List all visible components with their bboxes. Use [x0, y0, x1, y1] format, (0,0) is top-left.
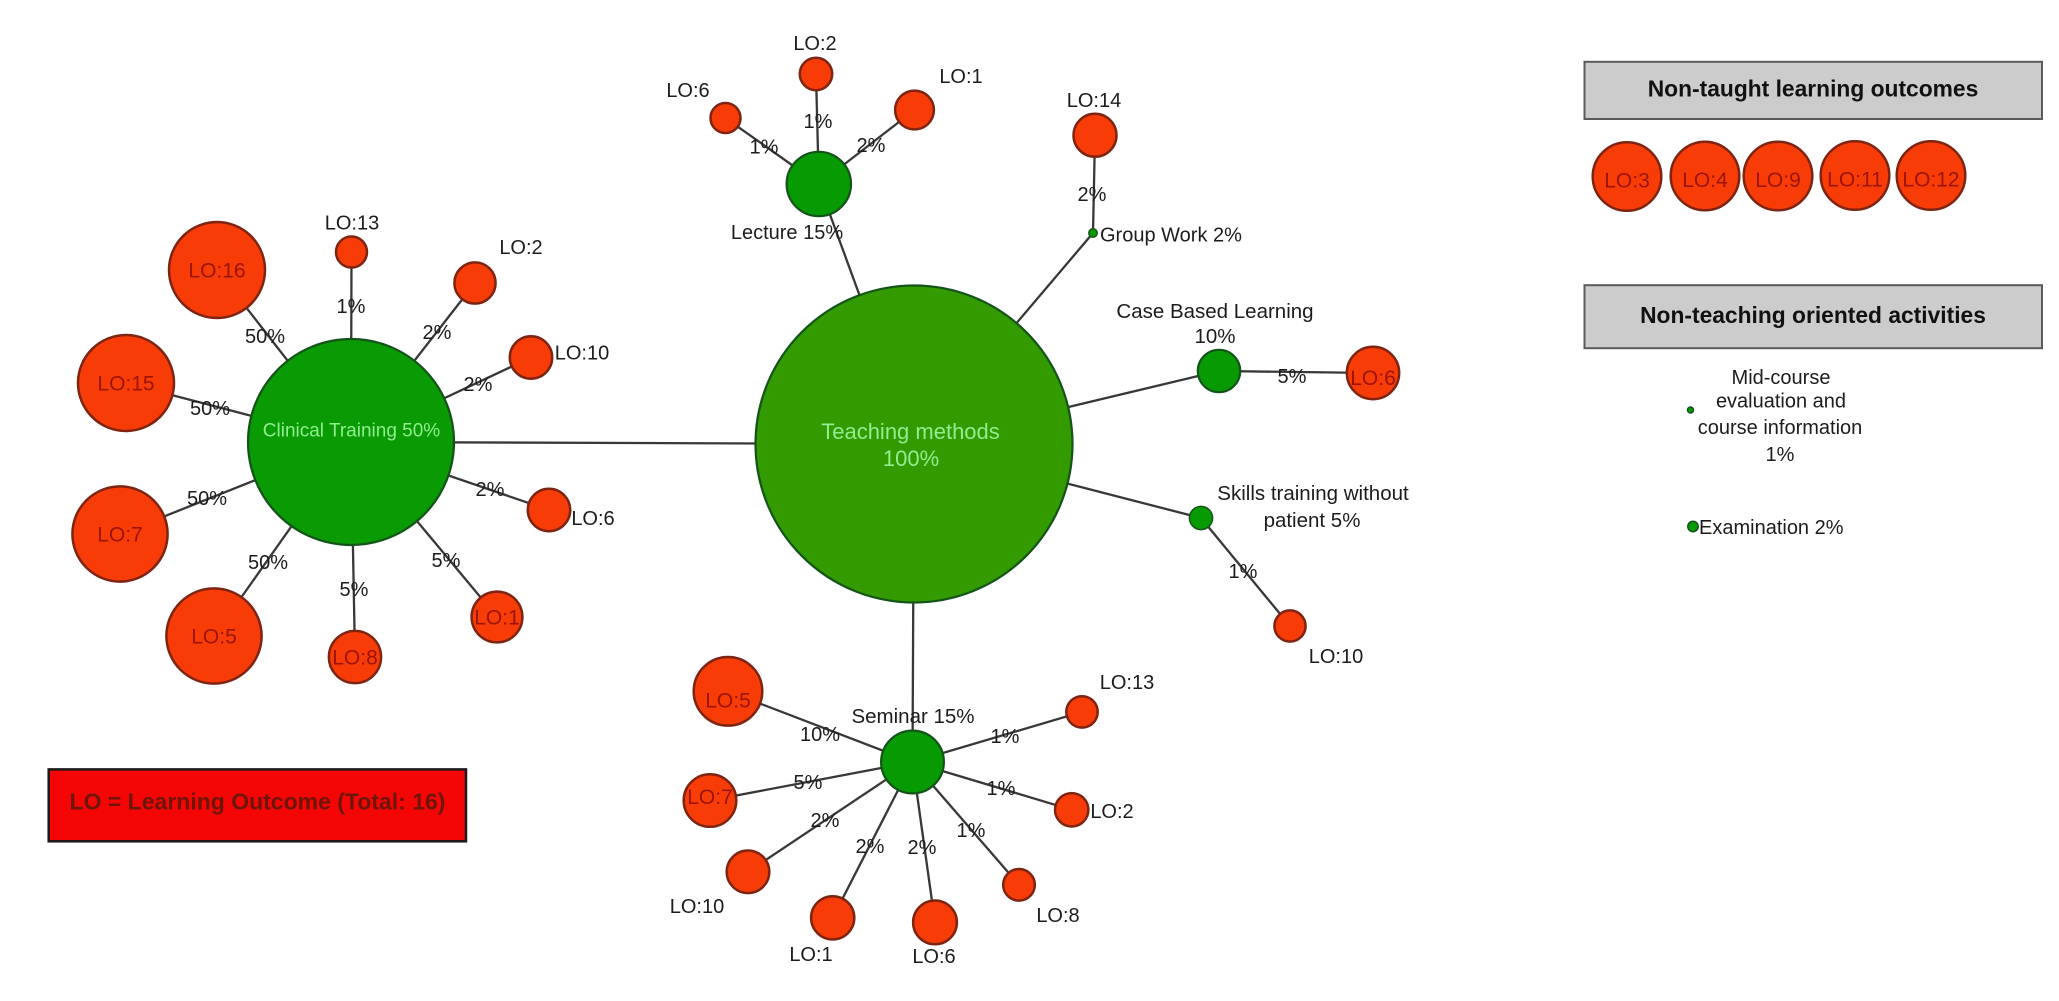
svg-text:LO:8: LO:8 — [1036, 905, 1079, 927]
svg-text:LO:6: LO:6 — [666, 80, 709, 102]
svg-text:LO = Learning Outcome (Total:: LO = Learning Outcome (Total: 16) — [70, 789, 446, 815]
svg-text:Lecture 15%: Lecture 15% — [731, 222, 844, 244]
svg-text:2%: 2% — [908, 837, 937, 859]
svg-text:2%: 2% — [423, 322, 452, 344]
svg-text:5%: 5% — [432, 550, 461, 572]
svg-text:100%: 100% — [883, 446, 939, 471]
svg-text:2%: 2% — [464, 374, 493, 396]
svg-text:5%: 5% — [340, 579, 369, 601]
svg-text:LO:4: LO:4 — [1682, 169, 1728, 192]
svg-text:Seminar 15%: Seminar 15% — [851, 705, 974, 728]
svg-text:LO:13: LO:13 — [325, 213, 379, 235]
svg-text:LO:1: LO:1 — [474, 606, 520, 629]
svg-text:2%: 2% — [811, 810, 840, 832]
svg-text:LO:10: LO:10 — [670, 896, 724, 918]
svg-text:LO:12: LO:12 — [1902, 168, 1959, 191]
svg-text:2%: 2% — [857, 135, 886, 157]
svg-text:LO:2: LO:2 — [793, 33, 836, 55]
svg-text:LO:15: LO:15 — [97, 372, 154, 395]
svg-text:1%: 1% — [337, 296, 366, 318]
svg-text:Examination 2%: Examination 2% — [1699, 517, 1844, 539]
svg-text:LO:13: LO:13 — [1100, 672, 1154, 694]
svg-text:2%: 2% — [476, 479, 505, 501]
svg-text:LO:2: LO:2 — [499, 237, 542, 259]
svg-text:LO:1: LO:1 — [789, 944, 832, 966]
svg-text:LO:8: LO:8 — [332, 646, 378, 669]
svg-text:LO:1: LO:1 — [939, 66, 982, 88]
svg-text:Case Based Learning: Case Based Learning — [1116, 300, 1313, 323]
svg-text:5%: 5% — [794, 772, 823, 794]
svg-text:LO:6: LO:6 — [571, 508, 614, 530]
svg-text:LO:3: LO:3 — [1604, 169, 1650, 192]
svg-text:LO:11: LO:11 — [1827, 168, 1883, 191]
svg-text:50%: 50% — [190, 398, 230, 420]
svg-text:LO:6: LO:6 — [912, 946, 955, 968]
svg-text:LO:9: LO:9 — [1755, 169, 1801, 192]
svg-text:1%: 1% — [804, 111, 833, 133]
svg-text:1%: 1% — [750, 137, 779, 159]
svg-text:1%: 1% — [1766, 444, 1795, 466]
svg-text:LO:16: LO:16 — [188, 259, 245, 282]
svg-text:1%: 1% — [957, 820, 986, 842]
svg-text:patient 5%: patient 5% — [1264, 509, 1361, 532]
svg-text:50%: 50% — [245, 326, 285, 348]
svg-text:Group Work 2%: Group Work 2% — [1100, 225, 1242, 247]
svg-text:5%: 5% — [1278, 366, 1307, 388]
svg-text:LO:5: LO:5 — [191, 625, 237, 648]
svg-text:LO:7: LO:7 — [687, 786, 733, 809]
svg-text:10%: 10% — [1194, 325, 1235, 348]
svg-text:2%: 2% — [856, 836, 885, 858]
svg-text:LO:5: LO:5 — [705, 690, 751, 713]
svg-text:LO:14: LO:14 — [1067, 90, 1121, 112]
svg-text:2%: 2% — [1078, 184, 1107, 206]
svg-text:Mid-course: Mid-course — [1732, 367, 1831, 389]
svg-text:50%: 50% — [187, 488, 227, 510]
svg-text:LO:2: LO:2 — [1090, 801, 1133, 823]
svg-text:Skills training without: Skills training without — [1217, 482, 1409, 505]
svg-text:1%: 1% — [991, 726, 1020, 748]
svg-text:Non-taught learning outcomes: Non-taught learning outcomes — [1648, 75, 1979, 101]
svg-text:1%: 1% — [987, 778, 1016, 800]
svg-text:LO:10: LO:10 — [1309, 646, 1363, 668]
svg-text:LO:7: LO:7 — [97, 523, 143, 546]
svg-text:evaluation and: evaluation and — [1716, 391, 1846, 413]
svg-text:course information: course information — [1698, 417, 1863, 439]
svg-text:50%: 50% — [248, 552, 288, 574]
svg-text:LO:6: LO:6 — [1350, 367, 1396, 390]
svg-text:1%: 1% — [1229, 561, 1258, 583]
svg-text:Non-teaching oriented activiti: Non-teaching oriented activities — [1640, 302, 1986, 328]
svg-text:LO:10: LO:10 — [555, 343, 609, 365]
svg-text:Clinical Training 50%: Clinical Training 50% — [263, 421, 441, 442]
svg-text:Teaching methods: Teaching methods — [821, 419, 1000, 444]
svg-text:10%: 10% — [800, 724, 840, 746]
